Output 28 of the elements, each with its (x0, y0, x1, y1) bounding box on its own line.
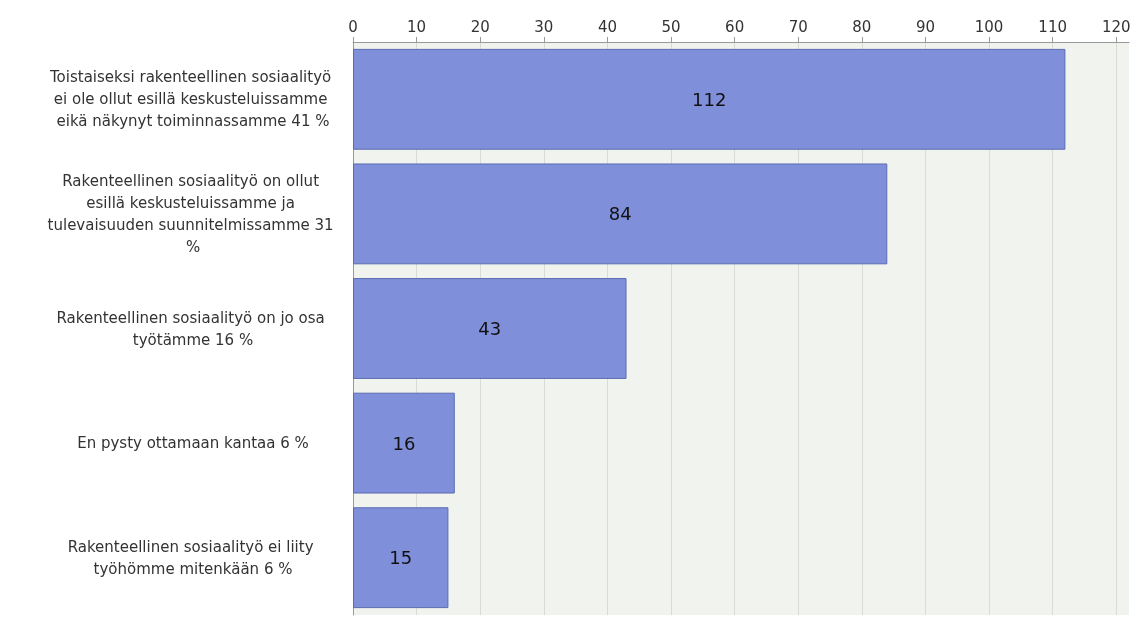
bar (353, 392, 455, 494)
bar (353, 48, 1066, 150)
x-tick-label: 0 (348, 17, 358, 36)
data-label: 112 (692, 88, 727, 110)
x-tick-label: 20 (470, 17, 490, 36)
y-tick-label: Rakenteellinen sosiaalityö on jo osa työtämme 16 % (56, 308, 330, 349)
x-tick-label: 110 (1038, 17, 1067, 36)
x-tick-label: 30 (534, 17, 554, 36)
x-tick-label: 90 (915, 17, 936, 36)
bar (353, 163, 888, 265)
x-tick-label: 80 (852, 17, 872, 36)
x-tick-label: 100 (974, 17, 1004, 36)
data-label: 43 (478, 318, 502, 339)
y-tick-label: Toistaiseksi rakenteellinen sosiaalityö ei ole ollut esillä keskusteluissamme eikä näkynyt toiminnassamme 41 % (49, 68, 336, 131)
y-tick-label: En pysty ottamaan kantaa 6 % (77, 434, 309, 453)
bar (353, 507, 449, 609)
y-tick-label: Rakenteellinen sosiaalityö on ollut esillä keskusteluissamme ja tulevaisuuden suunnitelmissamme 31 % (47, 171, 339, 256)
x-tick-label: 50 (661, 17, 681, 36)
x-tick-label: 60 (725, 17, 745, 36)
x-tick-label: 70 (788, 17, 808, 36)
x-tick-label: 10 (407, 17, 427, 36)
data-label: 16 (392, 432, 416, 454)
data-label: 84 (608, 203, 632, 225)
y-tick-label: Rakenteellinen sosiaalityö ei liity työhömme mitenkään 6 % (67, 537, 319, 578)
x-tick-label: 120 (1101, 17, 1131, 36)
x-tick-label: 40 (597, 17, 617, 36)
data-label: 15 (389, 547, 413, 569)
bar (353, 278, 627, 379)
